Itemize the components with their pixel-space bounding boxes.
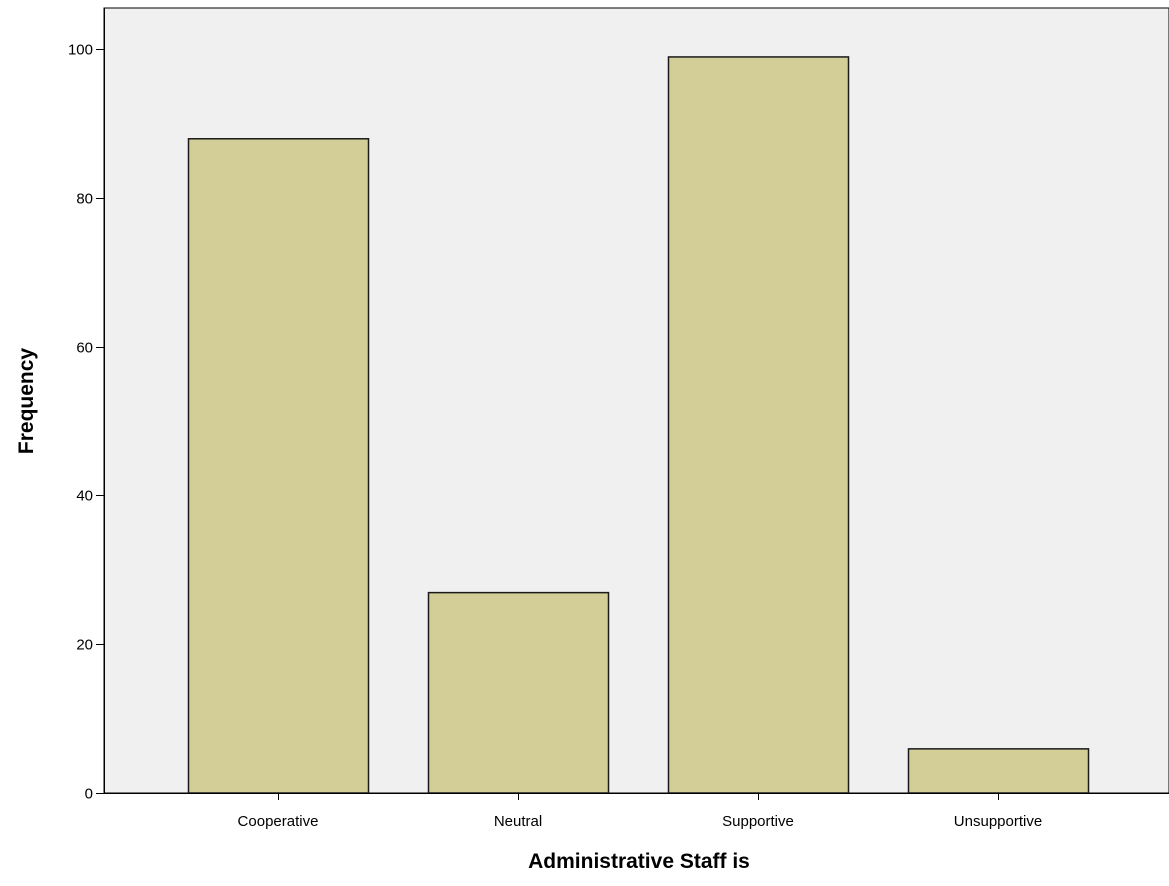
ticks-layer: 0 20 40 60 80 100 Cooperative Neutral Supportive… xyxy=(68,42,1042,831)
axes-layer xyxy=(104,8,1169,794)
x-tick-label-neutral: Neutral xyxy=(494,813,542,830)
y-tick-label-20: 20 xyxy=(76,637,93,654)
x-axis-label: Administrative Staff is xyxy=(528,850,750,873)
y-axis-label: Frequency xyxy=(15,348,38,455)
y-tick-label-0: 0 xyxy=(85,786,93,803)
bar-cooperative xyxy=(187,138,370,794)
bars-layer xyxy=(187,56,1090,794)
y-tick-label-100: 100 xyxy=(68,42,93,59)
y-tick-label-60: 60 xyxy=(76,340,93,357)
bar-unsupportive xyxy=(907,748,1090,794)
x-tick-label-supportive: Supportive xyxy=(722,813,794,830)
bar-neutral xyxy=(427,591,610,794)
y-tick-label-80: 80 xyxy=(76,191,93,208)
bar-supportive xyxy=(667,56,850,794)
x-tick-label-unsupportive: Unsupportive xyxy=(954,813,1042,830)
y-tick-label-40: 40 xyxy=(76,488,93,505)
x-tick-label-cooperative: Cooperative xyxy=(238,813,319,830)
